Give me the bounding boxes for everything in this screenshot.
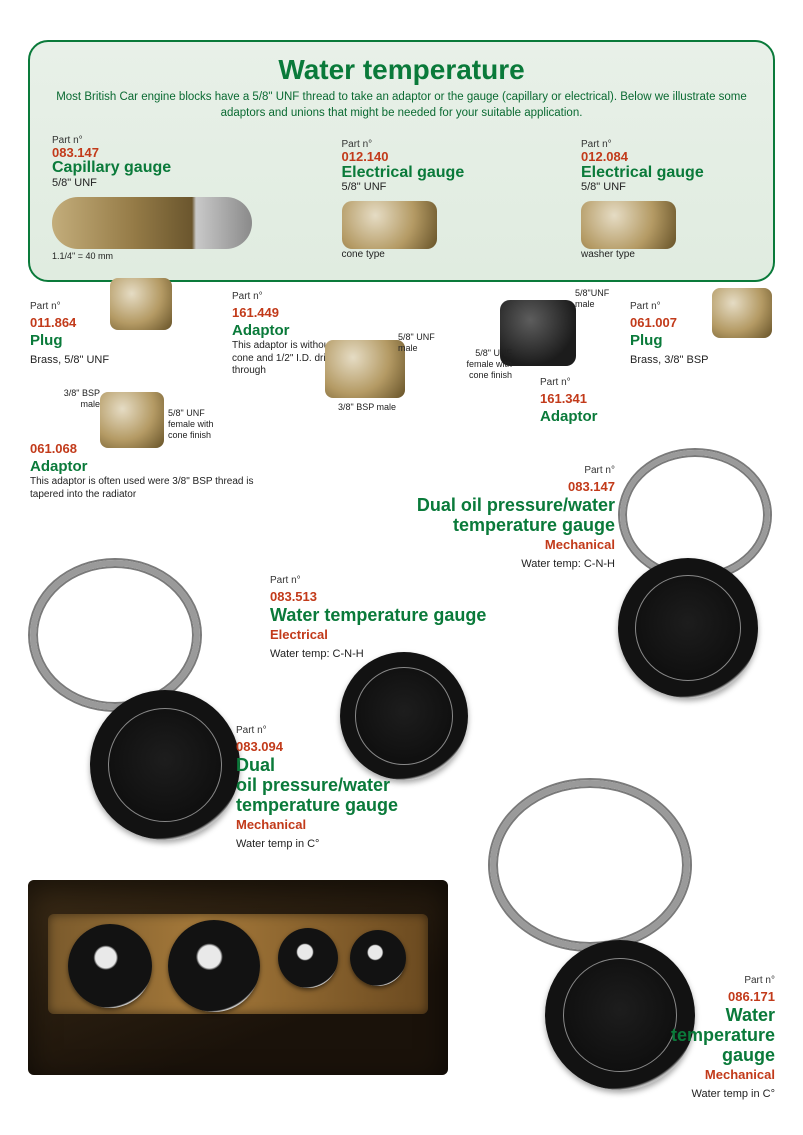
part-sub: This adaptor is often used were 3/8" BSP… bbox=[30, 476, 280, 501]
part-sub: Water temp in C° bbox=[236, 838, 319, 850]
part-number: 083.094 bbox=[236, 739, 283, 754]
part-title: temperature bbox=[671, 1025, 775, 1045]
part-label: Part n° bbox=[270, 575, 301, 586]
part-number: 161.341 bbox=[540, 391, 587, 406]
product-photo bbox=[712, 288, 772, 338]
part-number: 011.864 bbox=[30, 315, 76, 330]
part-title: Adaptor bbox=[540, 408, 598, 425]
part-type: Mechanical bbox=[545, 537, 615, 552]
part-number: 061.068 bbox=[30, 441, 77, 456]
part-label: Part n° bbox=[540, 377, 571, 388]
item-gauge-water-elec: Part n° 083.513 Water temperature gauge … bbox=[270, 570, 500, 662]
product-photo bbox=[325, 340, 405, 398]
part-label: Part n° bbox=[30, 301, 61, 312]
item-adaptor-061068: 061.068 Adaptor This adaptor is often us… bbox=[30, 440, 280, 501]
catalogue-body: Part n° 011.864 Plug Brass, 5/8" UNF Par… bbox=[0, 0, 803, 1135]
part-title: Water temperature gauge bbox=[270, 605, 486, 625]
callout: 3/8" BSP male bbox=[50, 388, 100, 410]
callout: 5/8" UNF female with cone finish bbox=[168, 408, 232, 440]
part-sub: Water temp: C-N-H bbox=[521, 558, 615, 570]
part-sub: Brass, 3/8" BSP bbox=[630, 354, 709, 366]
part-number: 083.147 bbox=[568, 479, 615, 494]
part-title: Water bbox=[726, 1005, 775, 1025]
part-label: Part n° bbox=[236, 725, 267, 736]
part-title: Adaptor bbox=[30, 458, 88, 475]
catalogue-page: Water temperature Most British Car engin… bbox=[0, 0, 803, 1135]
part-sub: Water temp in C° bbox=[692, 1088, 775, 1100]
part-type: Mechanical bbox=[705, 1067, 775, 1082]
part-number: 161.449 bbox=[232, 305, 279, 320]
item-gauge-water-mech: Part n° 086.171 Water temperature gauge … bbox=[640, 970, 775, 1102]
part-title: temperature gauge bbox=[236, 795, 398, 815]
item-gauge-dual-c: Part n° 083.094 Dual oil pressure/water … bbox=[236, 720, 446, 852]
part-title: Adaptor bbox=[232, 322, 290, 339]
part-title: temperature gauge bbox=[453, 515, 615, 535]
callout: 5/8" UNF male bbox=[398, 332, 446, 354]
part-number: 086.171 bbox=[728, 989, 775, 1004]
product-photo bbox=[110, 278, 172, 330]
part-title: Plug bbox=[630, 332, 663, 349]
capillary-coil bbox=[30, 560, 200, 710]
gauge-photo bbox=[90, 690, 240, 840]
gauge-photo bbox=[618, 558, 758, 698]
part-sub: Water temp: C-N-H bbox=[270, 648, 364, 660]
item-adaptor-161341: Part n° 161.341 Adaptor bbox=[540, 372, 650, 426]
capillary-coil bbox=[490, 780, 690, 950]
part-label: Part n° bbox=[630, 301, 661, 312]
part-label: Part n° bbox=[744, 975, 775, 986]
callout: 5/8"UNF male bbox=[575, 288, 625, 310]
part-number: 083.513 bbox=[270, 589, 317, 604]
part-title: gauge bbox=[722, 1045, 775, 1065]
item-gauge-dual-cnh: Part n° 083.147 Dual oil pressure/water … bbox=[390, 460, 615, 572]
part-label: Part n° bbox=[232, 291, 263, 302]
part-title: Plug bbox=[30, 332, 63, 349]
part-sub: Brass, 5/8" UNF bbox=[30, 354, 109, 366]
part-title: Dual oil pressure/water bbox=[417, 495, 615, 515]
dashboard-photo bbox=[28, 880, 448, 1075]
part-type: Mechanical bbox=[236, 817, 306, 832]
part-label: Part n° bbox=[584, 465, 615, 476]
part-title: Dual bbox=[236, 755, 275, 775]
callout: 3/8" BSP male bbox=[338, 402, 398, 413]
part-type: Electrical bbox=[270, 627, 328, 642]
part-title: oil pressure/water bbox=[236, 775, 390, 795]
part-number: 061.007 bbox=[630, 315, 677, 330]
callout: 5/8" UNF female with cone finish bbox=[452, 348, 512, 380]
